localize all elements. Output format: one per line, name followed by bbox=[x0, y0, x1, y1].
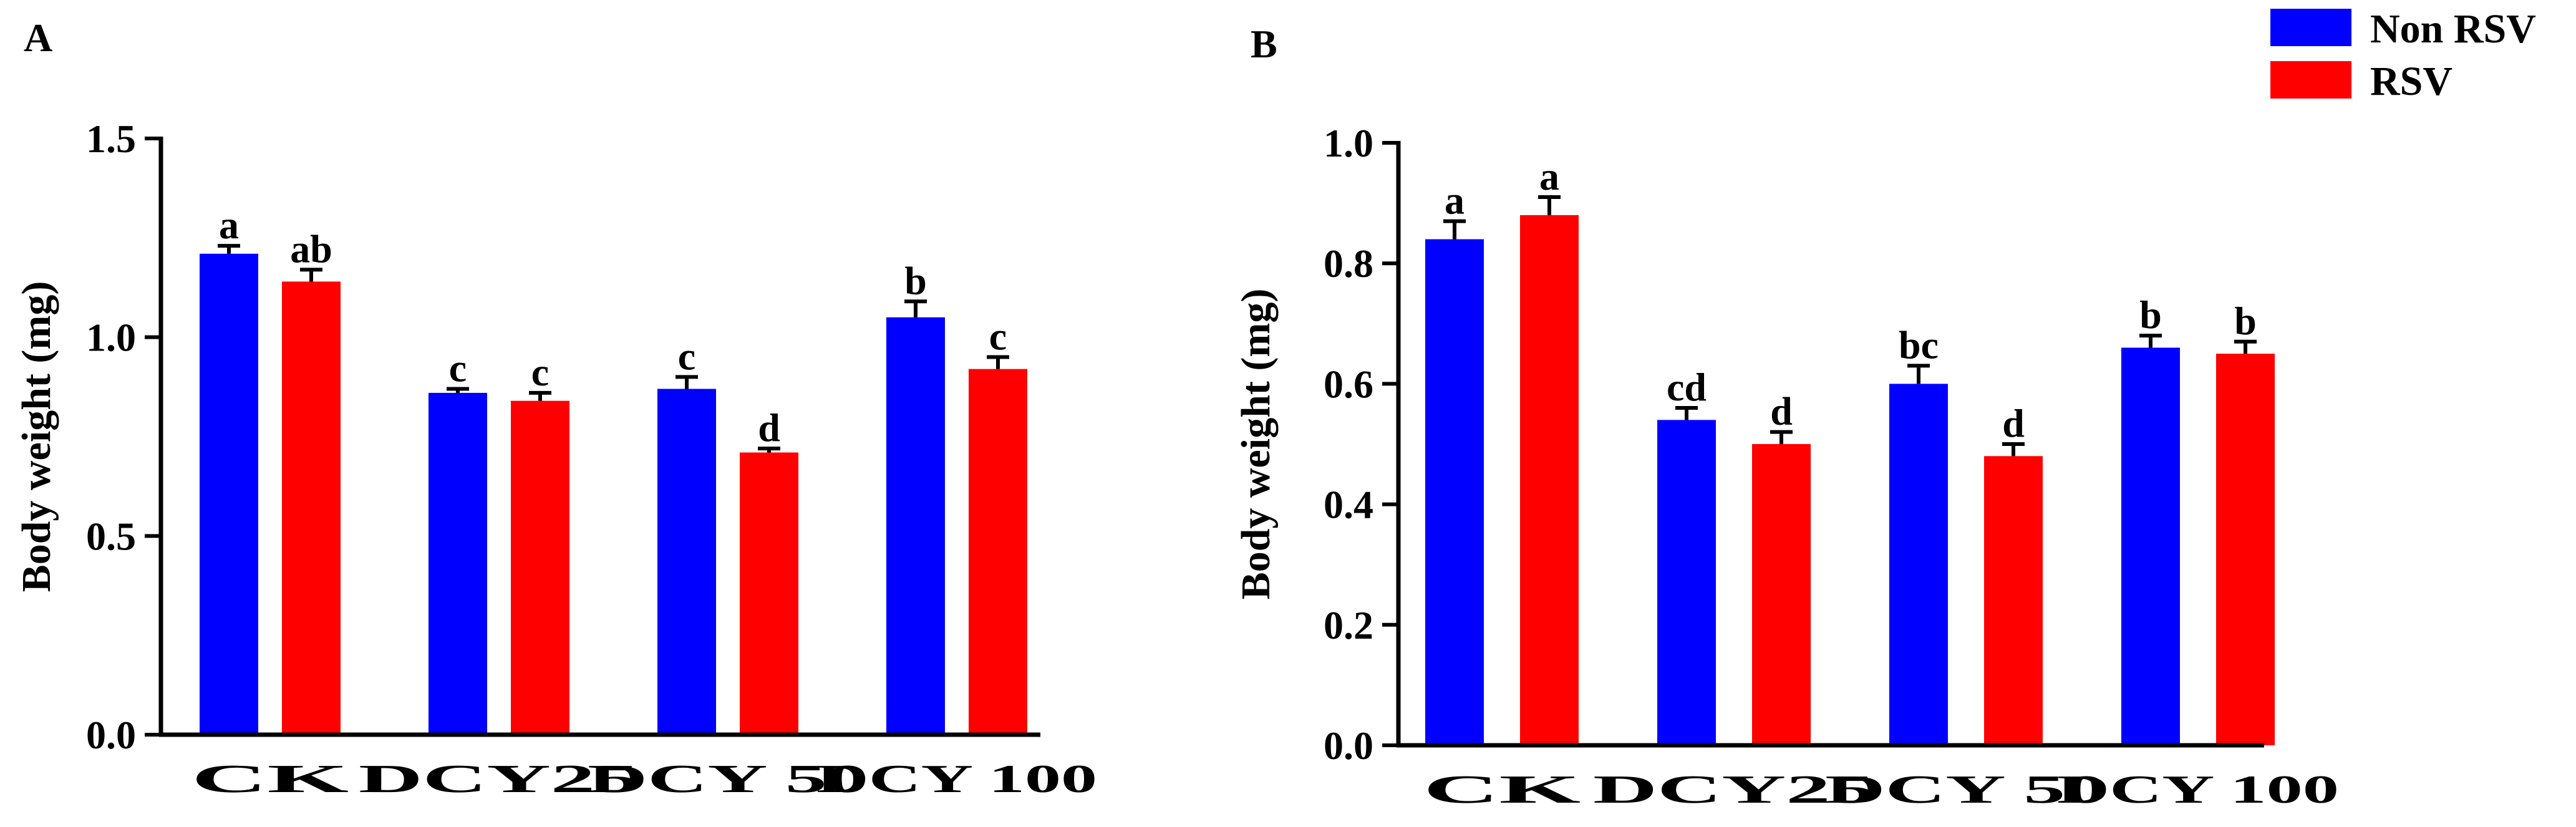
legend-label-rsv: RSV bbox=[2370, 59, 2453, 104]
panel-b-y-tick-label: 1.0 bbox=[1324, 121, 1373, 165]
panel-a-significance-letter: c bbox=[449, 346, 467, 390]
legend: Non RSV RSV bbox=[2270, 6, 2536, 104]
panel-a-significance-letter: b bbox=[904, 258, 927, 302]
panel-b-bar bbox=[1520, 215, 1579, 745]
panel-a-y-tick-label: 1.5 bbox=[86, 117, 136, 161]
panel-a-bars: a ab c c c d b c bbox=[200, 203, 1027, 735]
panel-b-significance-letter: d bbox=[2002, 401, 2025, 445]
panel-b-x-category-label: CK bbox=[1423, 767, 1581, 811]
legend-swatch-non-rsv bbox=[2270, 9, 2351, 46]
panel-b: B Body weight (mg) 0.00.20.40.60.81.0 aa… bbox=[1233, 22, 2339, 811]
panel-b-bar bbox=[1889, 384, 1948, 745]
panel-b-letter: B bbox=[1251, 22, 1277, 66]
panel-b-y-tick-label: 0.8 bbox=[1324, 241, 1373, 286]
panel-b-y-tick-label: 0.4 bbox=[1324, 483, 1373, 527]
panel-a-x-category-label: DCY25 bbox=[359, 757, 639, 801]
panel-a-x-category-label: CK bbox=[191, 757, 349, 801]
panel-b-bar bbox=[1984, 456, 2043, 745]
panel-a-bar bbox=[657, 389, 716, 735]
panel-a-axes bbox=[158, 137, 1040, 737]
panel-b-y-ticks: 0.0 0.2 0.4 0.6 0.8 1.0 bbox=[1324, 121, 1398, 768]
panel-b-significance-letter: b bbox=[2139, 293, 2162, 337]
panel-a-bar bbox=[200, 253, 258, 735]
panel-b-bar bbox=[2216, 354, 2275, 745]
panel-b-y-tick-label: 0.2 bbox=[1324, 603, 1373, 647]
panel-b-axes bbox=[1396, 141, 2264, 748]
panel-b-significance-letter: d bbox=[1770, 389, 1793, 433]
panel-a-y-ticks: 0.0 0.5 1.0 1.5 bbox=[86, 117, 161, 757]
panel-a-x-category-label: DCY 50 bbox=[588, 757, 868, 801]
panel-a-significance-letter: a bbox=[219, 203, 239, 247]
panel-a-significance-letter: ab bbox=[290, 226, 332, 271]
panel-b-significance-letter: a bbox=[1539, 154, 1559, 198]
panel-b-bar bbox=[2121, 347, 2180, 745]
panel-a-bar bbox=[511, 400, 569, 735]
panel-a-y-tick-label: 0.5 bbox=[86, 514, 136, 558]
panel-b-x-category-label: DCY 100 bbox=[2057, 767, 2339, 811]
panel-a-letter: A bbox=[24, 16, 52, 60]
legend-swatch-rsv bbox=[2270, 61, 2351, 99]
panel-b-significance-letter: a bbox=[1445, 178, 1465, 223]
panel-b-significance-letter: cd bbox=[1667, 365, 1707, 409]
panel-b-bar bbox=[1657, 420, 1716, 745]
panel-a: A Body weight (mg) 0.0 0.5 1.0 1.5 a ab c c c d b… bbox=[14, 16, 1097, 801]
panel-a-significance-letter: c bbox=[678, 334, 695, 378]
panel-a-y-axis-label: Body weight (mg) bbox=[14, 281, 59, 592]
panel-a-significance-letter: d bbox=[758, 405, 780, 450]
panel-a-bar bbox=[740, 452, 798, 735]
panel-b-significance-letter: bc bbox=[1899, 322, 1939, 367]
panel-b-x-category-label: DCY 50 bbox=[1825, 767, 2107, 811]
panel-b-bar bbox=[1752, 444, 1811, 745]
panel-a-bar bbox=[969, 369, 1027, 735]
panel-a-y-tick-label: 0.0 bbox=[86, 713, 136, 757]
panel-a-x-category-label: DCY 100 bbox=[816, 757, 1097, 801]
panel-a-bar bbox=[282, 281, 341, 735]
panel-a-bar bbox=[886, 317, 945, 735]
panel-b-x-category-label: DCY25 bbox=[1593, 767, 1875, 811]
panel-b-y-tick-label: 0.0 bbox=[1324, 723, 1373, 768]
panel-b-y-axis-label: Body weight (mg) bbox=[1233, 289, 1279, 600]
legend-label-non-rsv: Non RSV bbox=[2370, 6, 2536, 52]
panel-a-y-tick-label: 1.0 bbox=[86, 316, 136, 360]
panel-b-y-tick-label: 0.6 bbox=[1324, 362, 1373, 406]
panel-b-significance-letter: b bbox=[2234, 299, 2257, 343]
panel-b-bars: a a cd d bc d b b bbox=[1425, 154, 2275, 745]
panel-a-significance-letter: c bbox=[531, 350, 549, 394]
panel-b-bar bbox=[1425, 239, 1484, 745]
panel-a-significance-letter: c bbox=[989, 314, 1007, 359]
panel-a-bar bbox=[429, 392, 487, 735]
